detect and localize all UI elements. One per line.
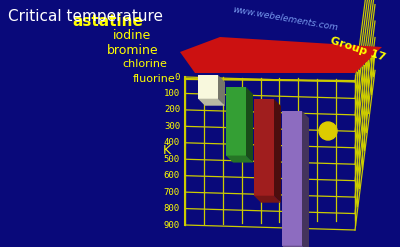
Polygon shape xyxy=(254,99,274,196)
Text: 700: 700 xyxy=(164,188,180,197)
Text: 900: 900 xyxy=(164,221,180,229)
Text: 300: 300 xyxy=(164,122,180,131)
Text: www.webelements.com: www.webelements.com xyxy=(232,5,338,33)
Text: Group 17: Group 17 xyxy=(329,35,387,63)
Text: 400: 400 xyxy=(164,138,180,147)
Polygon shape xyxy=(226,87,246,156)
Polygon shape xyxy=(282,246,309,247)
Text: chlorine: chlorine xyxy=(122,59,167,69)
Polygon shape xyxy=(274,99,281,203)
Text: 800: 800 xyxy=(164,204,180,213)
Text: astatine: astatine xyxy=(72,14,143,29)
Polygon shape xyxy=(254,196,281,203)
Text: bromine: bromine xyxy=(107,44,159,57)
Polygon shape xyxy=(282,111,302,246)
Text: 200: 200 xyxy=(164,105,180,114)
Text: 500: 500 xyxy=(164,155,180,164)
Polygon shape xyxy=(246,87,253,163)
Polygon shape xyxy=(218,75,225,106)
Polygon shape xyxy=(180,37,382,73)
Polygon shape xyxy=(198,99,225,106)
Text: 600: 600 xyxy=(164,171,180,180)
Text: 0: 0 xyxy=(175,73,180,82)
Text: fluorine: fluorine xyxy=(132,74,175,84)
Text: iodine: iodine xyxy=(113,29,151,42)
Polygon shape xyxy=(198,75,218,99)
Polygon shape xyxy=(226,156,253,163)
Text: 100: 100 xyxy=(164,89,180,98)
Text: K: K xyxy=(163,144,171,158)
Polygon shape xyxy=(302,111,309,247)
Circle shape xyxy=(319,122,337,140)
Text: Critical temperature: Critical temperature xyxy=(8,9,163,24)
